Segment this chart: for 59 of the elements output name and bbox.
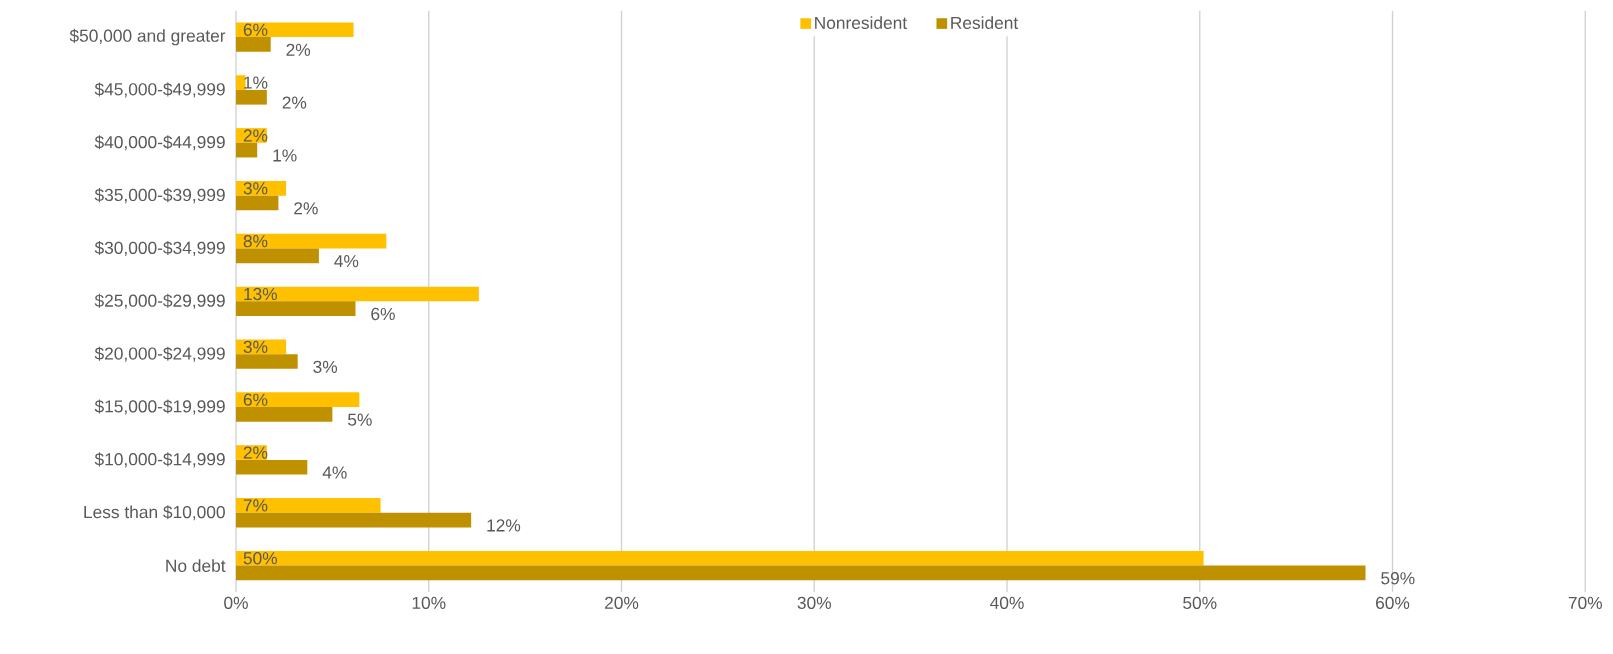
bar [236,459,308,475]
bar [236,75,246,90]
bar [236,407,333,422]
data-label: 2% [286,43,311,56]
bar [236,301,356,316]
y-tick-label: $25,000-$29,999 [94,293,225,309]
bar [236,498,381,513]
data-label: 3% [243,182,268,195]
y-tick-label: Less than $10,000 [84,505,225,521]
x-tick-label: 60% [1376,596,1410,609]
data-label: 13% [244,287,278,301]
x-tick-label: 20% [605,596,639,609]
bar [236,22,354,38]
data-label: 6% [371,307,395,321]
bar [236,392,360,408]
x-tick-label: 10% [412,596,446,609]
data-label: 2% [282,96,307,109]
bar [236,195,279,211]
y-tick-label: $15,000-$19,999 [94,399,225,415]
bar [236,550,1204,566]
bar [236,248,319,264]
x-tick-label: 0% [224,596,248,609]
data-label: 1% [273,149,297,162]
x-tick-label: 70% [1568,596,1602,609]
y-tick-label: $10,000-$14,999 [94,452,225,468]
data-label: 2% [294,202,318,215]
data-label: 7% [243,499,268,512]
data-label: 3% [313,360,338,373]
y-tick-label: $20,000-$24,999 [94,346,225,362]
data-label: 50% [243,552,278,565]
y-tick-label: $40,000-$44,999 [94,135,225,151]
legend-label: Resident [951,16,1019,29]
bar [236,233,387,249]
bar [236,354,298,369]
x-tick-label: 50% [1183,596,1217,609]
data-label: 6% [243,393,268,406]
y-tick-label: No debt [166,559,226,572]
bar [236,89,267,105]
data-label: 4% [334,255,359,268]
data-label: 8% [243,235,268,248]
data-label: 6% [243,23,268,36]
bar [236,142,258,158]
bar [236,180,287,196]
bar [236,512,472,528]
x-tick-label: 30% [797,596,831,609]
bar [236,286,479,302]
y-tick-label: $50,000 and greater [69,28,226,46]
y-tick-label: $30,000-$34,999 [94,240,225,257]
data-label: 5% [348,413,372,426]
data-label: 59% [1381,572,1415,585]
bar [236,37,271,52]
x-tick-label: 40% [990,596,1024,609]
bar [236,565,1366,581]
legend-label: Nonresident [815,16,907,29]
y-tick-label: $35,000-$39,999 [94,188,225,204]
data-label: 12% [487,519,521,532]
data-label: 3% [243,340,268,353]
y-tick-label: $45,000-$49,999 [94,82,225,98]
data-label: 4% [322,466,347,479]
